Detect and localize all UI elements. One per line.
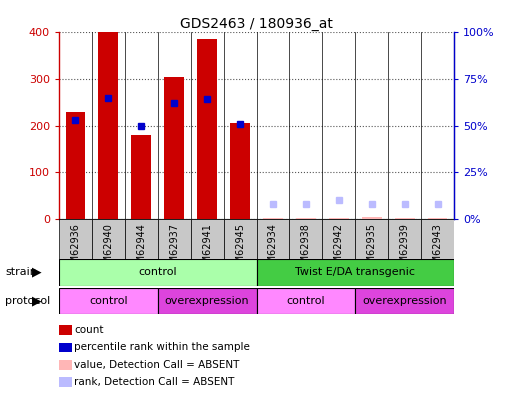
Bar [197, 39, 217, 219]
Bar [158, 219, 191, 269]
Bar [296, 218, 315, 219]
Bar [131, 135, 151, 219]
Text: GSM62944: GSM62944 [136, 223, 146, 276]
Text: value, Detection Call = ABSENT: value, Detection Call = ABSENT [74, 360, 240, 370]
Bar [421, 219, 454, 269]
Text: percentile rank within the sample: percentile rank within the sample [74, 343, 250, 352]
Bar [98, 32, 118, 219]
Bar [355, 219, 388, 269]
Text: GSM62936: GSM62936 [70, 223, 81, 276]
Bar [289, 219, 322, 269]
Bar [92, 219, 125, 269]
Bar [394, 218, 415, 219]
Text: overexpression: overexpression [165, 296, 249, 306]
Text: GSM62934: GSM62934 [268, 223, 278, 276]
Bar [59, 219, 92, 269]
Bar [256, 219, 289, 269]
Text: GSM62941: GSM62941 [202, 223, 212, 276]
Text: GSM62940: GSM62940 [104, 223, 113, 276]
Bar [66, 111, 85, 219]
Text: GSM62942: GSM62942 [334, 223, 344, 276]
Title: GDS2463 / 180936_at: GDS2463 / 180936_at [180, 17, 333, 31]
Bar [256, 288, 355, 314]
Bar [164, 77, 184, 219]
Bar [125, 219, 158, 269]
Text: GSM62943: GSM62943 [432, 223, 443, 276]
Text: Twist E/DA transgenic: Twist E/DA transgenic [295, 267, 415, 277]
Text: control: control [89, 296, 128, 306]
Bar [355, 288, 454, 314]
Text: ▶: ▶ [32, 294, 42, 307]
Text: GSM62935: GSM62935 [367, 223, 377, 276]
Bar [224, 219, 256, 269]
Bar [322, 219, 355, 269]
Text: GSM62937: GSM62937 [169, 223, 179, 276]
Bar [158, 288, 256, 314]
Text: strain: strain [5, 267, 37, 277]
Bar [263, 218, 283, 219]
Text: GSM62938: GSM62938 [301, 223, 311, 276]
Text: GSM62945: GSM62945 [235, 223, 245, 276]
Bar [59, 288, 158, 314]
Text: ▶: ▶ [32, 266, 42, 279]
Text: rank, Detection Call = ABSENT: rank, Detection Call = ABSENT [74, 377, 235, 387]
Text: overexpression: overexpression [362, 296, 447, 306]
Text: GSM62939: GSM62939 [400, 223, 409, 276]
Bar [362, 217, 382, 219]
Text: count: count [74, 325, 104, 335]
Text: control: control [139, 267, 177, 277]
Bar [191, 219, 224, 269]
Bar [230, 123, 250, 219]
Text: control: control [287, 296, 325, 306]
Bar [388, 219, 421, 269]
Bar [329, 218, 349, 219]
Text: protocol: protocol [5, 296, 50, 306]
Bar [256, 259, 454, 286]
Bar [59, 259, 256, 286]
Bar [428, 218, 447, 219]
